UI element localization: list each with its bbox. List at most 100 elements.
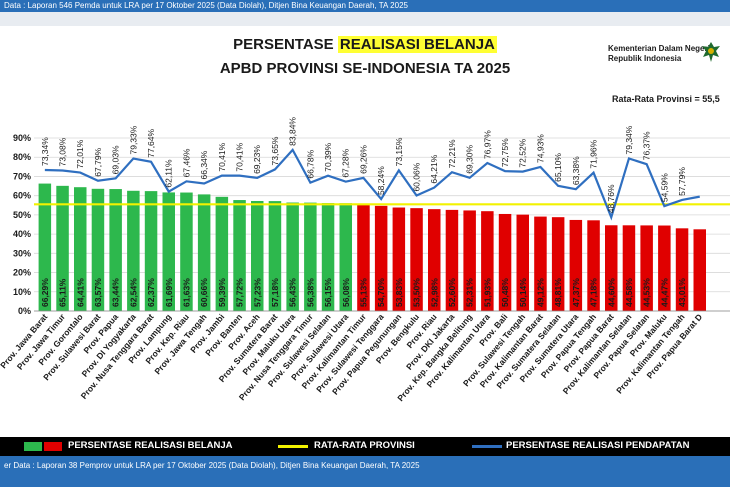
revenue-value-label: 70,41% bbox=[235, 142, 245, 171]
legend-bar: PERSENTASE REALISASI BELANJA RATA-RATA P… bbox=[0, 437, 730, 456]
revenue-value-label: 66,34% bbox=[199, 150, 209, 179]
bar bbox=[357, 205, 370, 311]
chart-svg: 0% 10% 20% 30% 40% 50% 60% 70% 80% 90% 66,29% 65,11… bbox=[0, 117, 730, 403]
average-label: Rata-Rata Provinsi = 55,5 bbox=[612, 94, 720, 104]
ministry-line1: Kementerian Dalam Negeri bbox=[608, 44, 710, 53]
bar bbox=[268, 201, 282, 311]
revenue-value-label: 67,79% bbox=[93, 147, 103, 176]
title-highlight: REALISASI BELANJA bbox=[337, 36, 497, 53]
bar-value-label: 50,48% bbox=[500, 278, 510, 307]
revenue-value-label: 70,41% bbox=[217, 142, 227, 171]
bar-value-label: 54,70% bbox=[376, 278, 386, 307]
legend-rata-swatch bbox=[278, 445, 308, 448]
revenue-value-label: 77,64% bbox=[146, 128, 156, 157]
bar bbox=[91, 188, 105, 311]
bar-value-label: 50,14% bbox=[518, 278, 528, 307]
revenue-value-label: 69,30% bbox=[465, 145, 475, 174]
bar-value-label: 44,47% bbox=[659, 278, 669, 307]
bar-value-label: 44,60% bbox=[606, 278, 616, 307]
revenue-value-label: 83,84% bbox=[288, 117, 298, 146]
revenue-value-label: 67,46% bbox=[181, 148, 191, 177]
bar-value-label: 61,63% bbox=[181, 278, 191, 307]
revenue-value-label: 69,23% bbox=[252, 145, 262, 174]
bar-value-label: 44,58% bbox=[624, 278, 634, 307]
legend-belanja-label: PERSENTASE REALISASI BELANJA bbox=[68, 440, 233, 451]
revenue-value-label: 73,65% bbox=[270, 136, 280, 165]
revenue-value-label: 73,08% bbox=[58, 137, 68, 166]
revenue-value-label: 76,97% bbox=[482, 130, 492, 159]
y-tick-label: 10% bbox=[13, 287, 31, 297]
bar bbox=[428, 209, 441, 311]
y-tick-label: 20% bbox=[13, 268, 31, 278]
bar-value-label: 57,72% bbox=[235, 278, 245, 307]
bar bbox=[74, 187, 87, 311]
chart-title-line1: PERSENTASE REALISASI BELANJA bbox=[0, 36, 730, 53]
y-tick-label: 0% bbox=[18, 306, 31, 316]
bar-value-label: 57,18% bbox=[270, 278, 280, 307]
bar bbox=[622, 225, 636, 311]
bar-value-label: 47,18% bbox=[589, 278, 599, 307]
top-source-bar: Data : Laporan 546 Pemda untuk LRA per 1… bbox=[0, 0, 730, 12]
revenue-value-label: 67,28% bbox=[341, 148, 351, 177]
bar-value-label: 56,08% bbox=[341, 278, 351, 307]
bar bbox=[321, 203, 335, 311]
legend-belanja-swatch bbox=[24, 442, 62, 451]
revenue-value-label: 72,52% bbox=[518, 138, 528, 167]
bar bbox=[180, 192, 193, 311]
bar bbox=[144, 191, 158, 311]
revenue-value-label: 54,59% bbox=[659, 173, 669, 202]
revenue-value-label: 79,34% bbox=[624, 125, 634, 154]
slide-panel: PERSENTASE REALISASI BELANJA APBD PROVIN… bbox=[0, 26, 730, 456]
bar bbox=[640, 225, 653, 311]
bottom-source-bar: er Data : Laporan 38 Pemprov untuk LRA p… bbox=[0, 456, 730, 487]
bar-value-label: 63,44% bbox=[111, 278, 121, 307]
ministry-name: Kementerian Dalam Negeri Republik Indone… bbox=[608, 44, 710, 64]
legend-pendapatan-swatch bbox=[472, 445, 502, 448]
bar-value-label: 56,38% bbox=[305, 278, 315, 307]
revenue-value-label: 65,10% bbox=[553, 153, 563, 182]
bar bbox=[675, 228, 689, 311]
bar-value-label: 49,12% bbox=[535, 278, 545, 307]
bar bbox=[551, 217, 565, 311]
bar bbox=[445, 209, 459, 311]
bar-value-label: 53,83% bbox=[394, 278, 404, 307]
bar-value-label: 64,41% bbox=[75, 278, 85, 307]
bar bbox=[304, 202, 317, 311]
bar bbox=[56, 185, 69, 311]
bar-value-label: 48,81% bbox=[553, 278, 563, 307]
y-tick-label: 50% bbox=[13, 210, 31, 220]
bar bbox=[197, 194, 211, 311]
bar-value-label: 63,57% bbox=[93, 278, 103, 307]
title-prefix: PERSENTASE bbox=[233, 36, 334, 53]
bar bbox=[251, 200, 264, 311]
bar bbox=[127, 190, 140, 311]
bar bbox=[463, 210, 476, 311]
bar-value-label: 57,23% bbox=[252, 278, 262, 307]
revenue-value-label: 79,33% bbox=[128, 125, 138, 154]
revenue-value-label: 66,78% bbox=[305, 149, 315, 178]
revenue-value-label: 73,34% bbox=[40, 137, 50, 166]
y-tick-label: 60% bbox=[13, 191, 31, 201]
ministry-line2: Republik Indonesia bbox=[608, 54, 682, 63]
garuda-emblem-icon bbox=[700, 40, 722, 69]
y-tick-label: 90% bbox=[13, 133, 31, 143]
revenue-value-label: 63,38% bbox=[571, 156, 581, 185]
revenue-value-label: 70,39% bbox=[323, 142, 333, 171]
bar bbox=[392, 207, 406, 311]
revenue-value-label: 62,11% bbox=[164, 159, 174, 188]
bar bbox=[233, 200, 246, 311]
bar bbox=[374, 205, 388, 311]
revenue-value-label: 60,06% bbox=[412, 162, 422, 191]
bar bbox=[534, 216, 547, 311]
bar-value-label: 52,98% bbox=[429, 278, 439, 307]
revenue-value-label: 48,76% bbox=[606, 184, 616, 213]
revenue-value-label: 74,93% bbox=[535, 134, 545, 163]
bar bbox=[587, 220, 600, 311]
revenue-value-label: 69,03% bbox=[111, 145, 121, 174]
bar-value-label: 52,31% bbox=[465, 278, 475, 307]
bar-value-label: 61,69% bbox=[164, 278, 174, 307]
legend-pendapatan-label: PERSENTASE REALISASI PENDAPATAN bbox=[506, 440, 690, 451]
window-gap bbox=[0, 12, 730, 26]
legend-rata-label: RATA-RATA PROVINSI bbox=[314, 440, 415, 451]
bar-value-label: 66,29% bbox=[40, 278, 50, 307]
